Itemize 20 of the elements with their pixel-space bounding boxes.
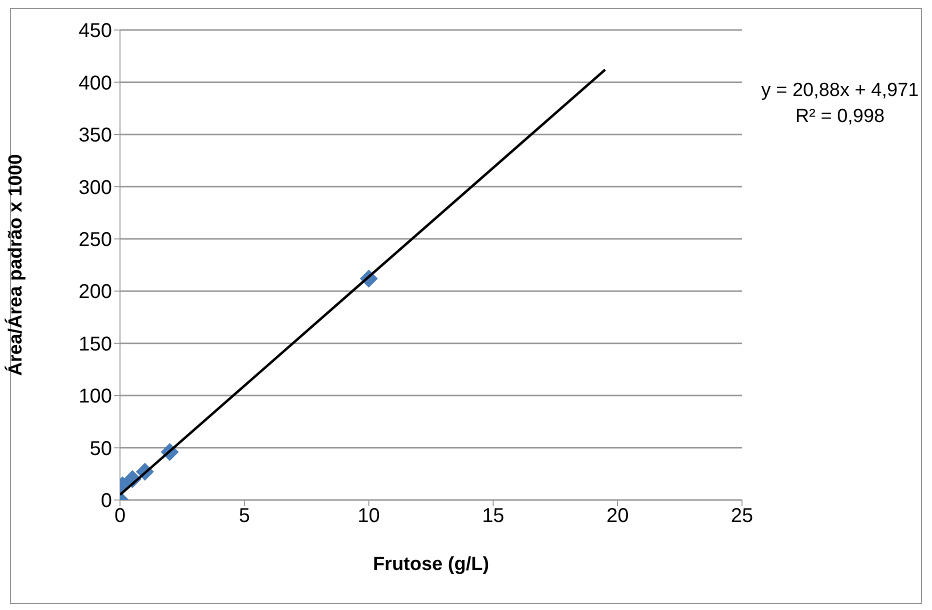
y-tick-label: 400 <box>78 72 112 94</box>
y-tick-label: 100 <box>78 386 112 408</box>
y-tick-label: 50 <box>90 438 112 460</box>
text: y = 20,88x + 4,971 <box>760 79 920 103</box>
y-tick-label: 300 <box>78 176 112 199</box>
x-tick-label: 25 <box>730 505 754 528</box>
x-tick-label: 0 <box>114 505 126 528</box>
y-axis-title: Área/Área padrão x 1000 <box>4 154 27 376</box>
x-tick-label: 15 <box>482 505 504 528</box>
y-tick-label: 200 <box>78 281 112 304</box>
x-tick-label: 20 <box>606 505 629 528</box>
y-tick-label: 150 <box>78 333 112 356</box>
y-tick-label: 250 <box>78 228 112 251</box>
text: R² = 0,998 <box>794 105 886 129</box>
x-tick-label: 10 <box>358 505 380 528</box>
y-tick-label: 0 <box>100 490 112 512</box>
x-tick-label: 5 <box>238 505 250 528</box>
x-axis-title: Frutose (g/L) <box>372 554 490 575</box>
y-tick-label: 350 <box>78 124 112 147</box>
y-tick-label: 450 <box>78 20 112 42</box>
